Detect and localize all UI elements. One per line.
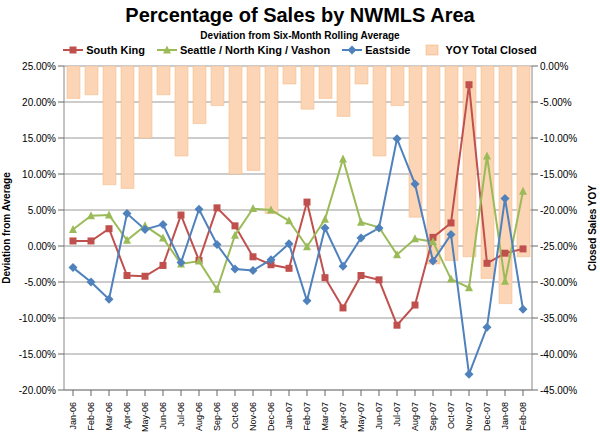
svg-text:Nov-06: Nov-06 (248, 402, 258, 431)
svg-text:0.00%: 0.00% (540, 61, 568, 72)
svg-text:Aug-07: Aug-07 (410, 402, 420, 431)
html-text:South King: South King (86, 44, 145, 56)
svg-text:-10.00%: -10.00% (19, 313, 56, 324)
html-text:Percentage of Sales by NWMLS A: Percentage of Sales by NWMLS Area (125, 4, 475, 26)
svg-text:-20.00%: -20.00% (540, 205, 577, 216)
svg-text:25.00%: 25.00% (22, 61, 56, 72)
html-text:Seattle / North King / Vashon: Seattle / North King / Vashon (179, 44, 331, 56)
svg-text:5.00%: 5.00% (28, 205, 56, 216)
svg-text:Apr-06: Apr-06 (122, 402, 132, 429)
svg-text:Dec-07: Dec-07 (482, 402, 492, 431)
svg-text:Jun-07: Jun-07 (374, 402, 384, 430)
svg-text:-5.00%: -5.00% (540, 97, 572, 108)
html-text:YOY Total Closed: YOY Total Closed (445, 44, 537, 56)
svg-text:-15.00%: -15.00% (19, 349, 56, 360)
svg-text:Feb-06: Feb-06 (86, 402, 96, 431)
svg-text:15.00%: 15.00% (22, 133, 56, 144)
svg-text:Mar-06: Mar-06 (104, 402, 114, 431)
svg-text:0.00%: 0.00% (28, 241, 56, 252)
svg-text:Deviation from Average: Deviation from Average (8, 172, 12, 284)
svg-text:Mar-07: Mar-07 (320, 402, 330, 431)
svg-text:-30.00%: -30.00% (540, 277, 577, 288)
svg-text:Jan-08: Jan-08 (500, 402, 510, 430)
svg-text:-35.00%: -35.00% (540, 313, 577, 324)
svg-text:Aug-06: Aug-06 (194, 402, 204, 431)
svg-text:Feb-07: Feb-07 (302, 402, 312, 431)
svg-text:-5.00%: -5.00% (24, 277, 56, 288)
svg-text:May-06: May-06 (140, 402, 150, 432)
svg-text:Dec-06: Dec-06 (266, 402, 276, 431)
svg-text:20.00%: 20.00% (22, 97, 56, 108)
svg-text:Apr-07: Apr-07 (338, 402, 348, 429)
svg-text:-20.00%: -20.00% (19, 385, 56, 396)
svg-text:Closed Sales YOY: Closed Sales YOY (587, 185, 592, 271)
svg-text:Nov-07: Nov-07 (464, 402, 474, 431)
svg-text:Jan-06: Jan-06 (68, 402, 78, 430)
html-text:Eastside: Eastside (365, 44, 411, 56)
svg-text:Oct-07: Oct-07 (446, 402, 456, 429)
svg-text:Jul-06: Jul-06 (176, 402, 186, 427)
svg-text:-25.00%: -25.00% (540, 241, 577, 252)
html-text:Deviation from Six-Month Rolli: Deviation from Six-Month Rolling Average (200, 30, 400, 41)
svg-text:Feb-08: Feb-08 (518, 402, 528, 431)
svg-text:-10.00%: -10.00% (540, 133, 577, 144)
svg-text:-40.00%: -40.00% (540, 349, 577, 360)
svg-text:May-07: May-07 (356, 402, 366, 432)
svg-text:Jun-06: Jun-06 (158, 402, 168, 430)
svg-text:-45.00%: -45.00% (540, 385, 577, 396)
svg-text:Sep-07: Sep-07 (428, 402, 438, 431)
svg-text:10.00%: 10.00% (22, 169, 56, 180)
svg-text:-15.00%: -15.00% (540, 169, 577, 180)
svg-text:Oct-06: Oct-06 (230, 402, 240, 429)
svg-text:Sep-06: Sep-06 (212, 402, 222, 431)
svg-text:Jul-07: Jul-07 (392, 402, 402, 427)
svg-text:Jan-07: Jan-07 (284, 402, 294, 430)
